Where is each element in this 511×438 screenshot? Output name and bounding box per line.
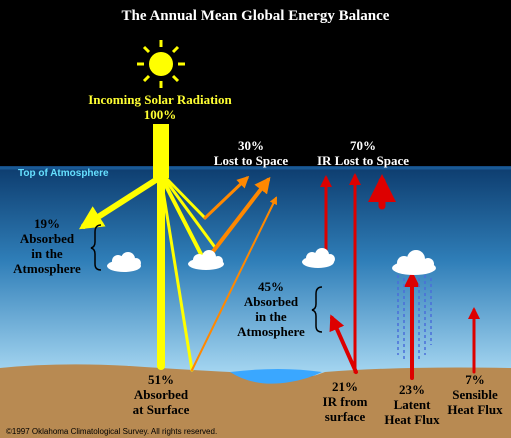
incoming-solar-label: Incoming Solar Radiation 100% bbox=[88, 92, 232, 122]
cloud-icon bbox=[302, 248, 335, 268]
absorbed-atmosphere-45-label: 45% Absorbed in the Atmosphere bbox=[237, 279, 305, 339]
latent-heat-flux-label: 23% Latent Heat Flux bbox=[384, 382, 440, 427]
brace-atmosphere-45 bbox=[311, 286, 323, 333]
ground bbox=[0, 364, 511, 438]
water bbox=[230, 369, 322, 384]
absorbed-atmosphere-19-label: 19% Absorbed in the Atmosphere bbox=[13, 216, 81, 276]
absorbed-surface-label: 51% Absorbed at Surface bbox=[132, 372, 190, 417]
ir-from-surface-label: 21% IR from surface bbox=[322, 379, 368, 424]
ir-arrows bbox=[320, 173, 480, 380]
brace-atmosphere-19 bbox=[90, 224, 102, 271]
solar-rays bbox=[78, 172, 216, 372]
cloud-icon bbox=[188, 250, 224, 270]
top-of-atmosphere-label: Top of Atmosphere bbox=[18, 168, 109, 179]
incoming-solar-beam bbox=[153, 124, 169, 178]
sensible-heat-flux-label: 7% Sensible Heat Flux bbox=[447, 372, 503, 417]
sun-icon bbox=[137, 40, 185, 88]
page-title: The Annual Mean Global Energy Balance bbox=[121, 8, 390, 24]
copyright-text: ©1997 Oklahoma Climatological Survey. Al… bbox=[6, 427, 218, 436]
lost-to-space-label: 30% Lost to Space bbox=[213, 138, 289, 168]
cloud-icon bbox=[392, 250, 436, 275]
rain bbox=[397, 275, 432, 362]
ir-lost-to-space-label: 70% IR Lost to Space bbox=[316, 138, 410, 168]
cloud-icon bbox=[107, 252, 141, 272]
reflected-rays bbox=[191, 175, 277, 371]
